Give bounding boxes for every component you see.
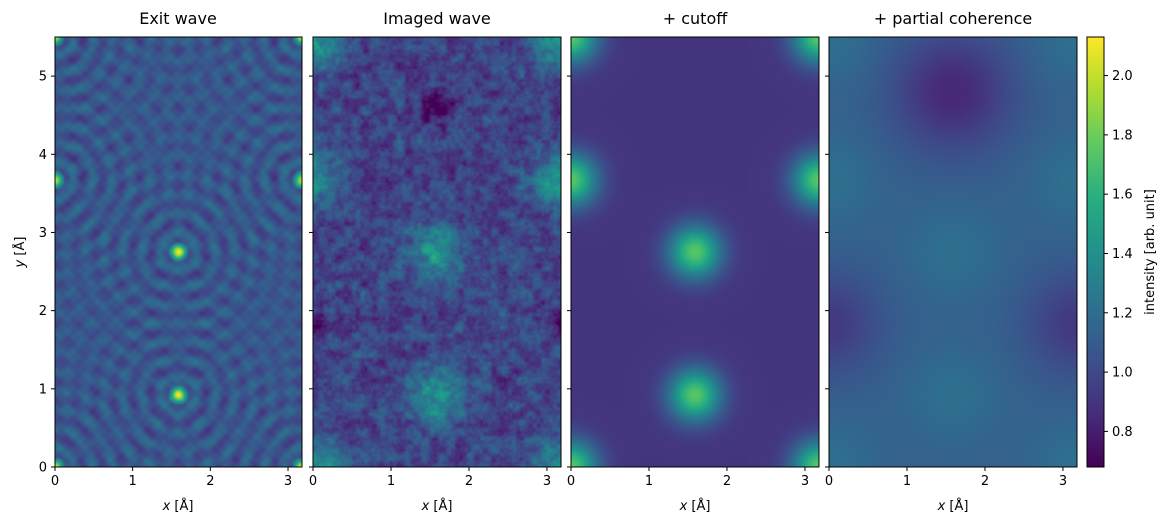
panel-title: + cutoff bbox=[663, 9, 728, 28]
y-tick-label: 1 bbox=[39, 382, 47, 397]
colorbar-tick-label: 1.4 bbox=[1112, 247, 1133, 262]
colorbar-tick-label: 2.0 bbox=[1112, 69, 1133, 84]
x-ticks: 0 1 2 3 bbox=[51, 467, 292, 489]
x-tick-label: 2 bbox=[465, 474, 473, 489]
y-tick-label: 5 bbox=[39, 70, 47, 85]
x-tick-label: 2 bbox=[206, 474, 214, 489]
x-tick-label: 0 bbox=[567, 474, 575, 489]
x-axis-label: x [Å] bbox=[679, 498, 711, 514]
x-tick-label: 1 bbox=[387, 474, 395, 489]
colorbar: 0.8 1.0 1.2 1.4 1.6 1.8 2.0 intensity [arb. un… bbox=[1086, 36, 1158, 468]
x-tick-label: 0 bbox=[825, 474, 833, 489]
y-tick-label: 3 bbox=[39, 226, 47, 241]
colorbar-ticks: 0.8 1.0 1.2 1.4 1.6 1.8 2.0 bbox=[1104, 69, 1133, 440]
colorbar-label: intensity [arb. unit] bbox=[1143, 189, 1158, 315]
colorbar-tick-label: 0.8 bbox=[1112, 425, 1133, 440]
colorbar-tick-label: 1.2 bbox=[1112, 306, 1133, 321]
x-tick-label: 1 bbox=[129, 474, 137, 489]
colorbar-tick-label: 1.6 bbox=[1112, 188, 1133, 203]
panel-partial-coherence: + partial coherence 0 1 2 3 x [Å] bbox=[825, 9, 1078, 514]
heatmap-image bbox=[829, 37, 1077, 467]
x-tick-label: 3 bbox=[284, 474, 292, 489]
y-ticks: 0 1 2 3 4 5 bbox=[39, 70, 55, 476]
y-tick-label: 2 bbox=[39, 304, 47, 319]
x-tick-label: 2 bbox=[981, 474, 989, 489]
plot-frame bbox=[54, 36, 303, 468]
x-tick-label: 3 bbox=[1059, 474, 1067, 489]
panel-title: Exit wave bbox=[139, 9, 217, 28]
x-tick-label: 3 bbox=[543, 474, 551, 489]
heatmap-image bbox=[313, 37, 561, 467]
y-tick-marks bbox=[309, 75, 313, 468]
x-tick-label: 3 bbox=[801, 474, 809, 489]
x-axis-label: x [Å] bbox=[421, 498, 453, 514]
colorbar-gradient bbox=[1086, 36, 1105, 468]
panel-title: Imaged wave bbox=[383, 9, 491, 28]
y-tick-label: 0 bbox=[39, 461, 47, 476]
heatmap-image bbox=[571, 37, 819, 467]
panel-title: + partial coherence bbox=[874, 9, 1033, 28]
x-axis-label: x [Å] bbox=[162, 498, 194, 514]
y-tick-label: 4 bbox=[39, 148, 47, 163]
x-ticks: 0 1 2 3 bbox=[309, 467, 551, 489]
panel-cutoff: + cutoff 0 1 2 3 x [Å] bbox=[567, 9, 820, 514]
heatmap-image bbox=[55, 37, 302, 467]
x-ticks: 0 1 2 3 bbox=[825, 467, 1067, 489]
x-tick-label: 0 bbox=[51, 474, 59, 489]
plot-frame bbox=[570, 36, 820, 468]
x-tick-label: 1 bbox=[903, 474, 911, 489]
colorbar-tick-label: 1.8 bbox=[1112, 128, 1133, 143]
x-ticks: 0 1 2 3 bbox=[567, 467, 809, 489]
colorbar-tick-label: 1.0 bbox=[1112, 366, 1133, 381]
x-tick-label: 1 bbox=[645, 474, 653, 489]
plot-frame bbox=[828, 36, 1078, 468]
x-tick-label: 0 bbox=[309, 474, 317, 489]
plot-frame bbox=[312, 36, 562, 468]
y-tick-marks bbox=[567, 75, 571, 468]
y-tick-marks bbox=[825, 75, 829, 468]
y-axis-label: y [Å] bbox=[12, 237, 28, 269]
x-tick-label: 2 bbox=[723, 474, 731, 489]
panel-imaged-wave: Imaged wave 0 1 2 3 x [Å] bbox=[309, 9, 562, 514]
x-axis-label: x [Å] bbox=[937, 498, 969, 514]
panel-exit-wave: Exit wave 0 1 2 3 0 1 2 3 4 5 x [Å] y [Å] bbox=[12, 9, 303, 514]
